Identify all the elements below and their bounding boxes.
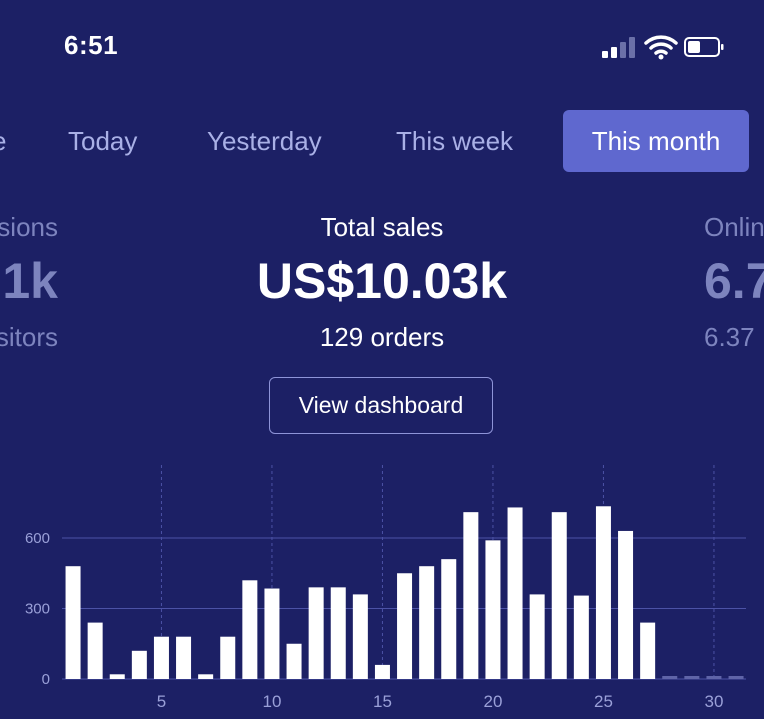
bar-day-8	[220, 636, 236, 679]
bar-day-27	[640, 622, 656, 679]
bar-day-14	[352, 594, 368, 679]
status-time: 6:51	[64, 30, 119, 60]
period-tabs: e Today Yesterday This week This month	[0, 110, 764, 172]
bar-day-20	[485, 540, 501, 679]
total-orders: 129 orders	[319, 322, 445, 352]
bar-day-21	[507, 507, 523, 679]
x-tick-label: 5	[157, 692, 166, 711]
metric-right-sub: 6.37	[704, 322, 755, 352]
battery-icon	[684, 37, 724, 57]
bar-day-6	[176, 636, 192, 679]
bar-day-29	[684, 676, 700, 679]
bar-day-28	[662, 676, 678, 679]
bar-day-16	[397, 573, 413, 679]
bar-day-12	[308, 587, 324, 679]
x-tick-label: 30	[704, 692, 723, 711]
bar-day-23	[551, 512, 567, 679]
bar-day-26	[618, 530, 634, 679]
bar-day-30	[706, 676, 722, 679]
y-tick-label: 300	[25, 601, 50, 618]
y-tick-label: 600	[25, 530, 50, 547]
status-icons	[600, 34, 740, 60]
sales-bar-chart: 0 300 600 5 10 15 20 25 30	[25, 465, 746, 711]
metric-right-label: Onlin	[704, 212, 764, 242]
total-sales-value: US$10.03k	[256, 253, 508, 309]
bar-day-19	[463, 512, 479, 679]
x-tick-label: 20	[483, 692, 502, 711]
tab-this-week[interactable]: This week	[396, 126, 514, 156]
tab-today[interactable]: Today	[68, 126, 138, 156]
bar-day-3	[109, 674, 125, 679]
view-dashboard-button[interactable]: View dashboard	[269, 377, 493, 434]
bar-day-15	[374, 664, 390, 679]
bar-day-11	[286, 643, 302, 679]
metric-left-label: sions	[0, 212, 58, 242]
bar-day-25	[595, 506, 611, 679]
bar-day-13	[330, 587, 346, 679]
x-tick-label: 10	[262, 692, 281, 711]
bar-day-17	[419, 566, 435, 679]
bar-day-31	[728, 676, 744, 679]
wifi-icon	[644, 35, 678, 60]
y-tick-label: 0	[42, 671, 50, 688]
metric-left-sub: sitors	[0, 322, 58, 352]
metric-right-value: 6.7	[704, 253, 764, 309]
x-tick-label: 25	[594, 692, 613, 711]
bar-day-5	[153, 636, 169, 679]
bar-day-9	[242, 580, 258, 679]
total-sales-label: Total sales	[320, 212, 444, 242]
tab-this-month[interactable]: This month	[563, 110, 749, 172]
bar-day-1	[65, 566, 81, 679]
x-tick-label: 15	[373, 692, 392, 711]
metric-left-value: 1k	[2, 253, 58, 309]
bar-day-22	[529, 594, 545, 679]
bar-day-10	[264, 588, 280, 679]
tab-partial[interactable]: e	[0, 110, 6, 172]
bar-day-24	[573, 595, 589, 679]
bar-day-18	[441, 559, 457, 679]
bar-day-2	[87, 622, 103, 679]
tab-yesterday[interactable]: Yesterday	[207, 126, 322, 156]
signal-icon	[600, 36, 640, 58]
bar-day-4	[131, 650, 147, 679]
bar-day-7	[198, 674, 214, 679]
